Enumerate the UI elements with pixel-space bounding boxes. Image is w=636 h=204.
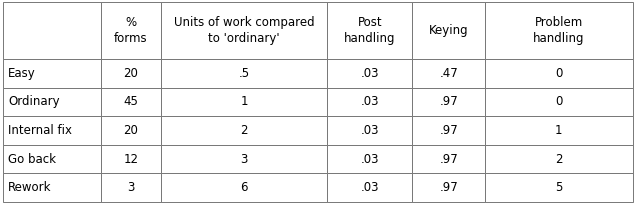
Bar <box>3 59 100 88</box>
Bar <box>328 2 413 59</box>
Text: 3: 3 <box>127 181 134 194</box>
Text: 1: 1 <box>555 124 563 137</box>
Bar <box>485 173 633 202</box>
Bar <box>3 145 100 173</box>
Text: Internal fix: Internal fix <box>8 124 73 137</box>
Bar <box>413 2 485 59</box>
Text: .03: .03 <box>361 95 379 108</box>
Text: 6: 6 <box>240 181 248 194</box>
Bar <box>100 116 160 145</box>
Bar <box>485 59 633 88</box>
Text: Post
handling: Post handling <box>344 16 396 45</box>
Bar <box>485 116 633 145</box>
Text: 1: 1 <box>240 95 248 108</box>
Bar <box>160 59 328 88</box>
Bar <box>3 173 100 202</box>
Text: Go back: Go back <box>8 153 56 166</box>
Text: Rework: Rework <box>8 181 52 194</box>
Bar <box>100 59 160 88</box>
Bar <box>3 2 100 59</box>
Text: 0: 0 <box>555 95 562 108</box>
Bar <box>328 145 413 173</box>
Bar <box>485 2 633 59</box>
Bar <box>328 59 413 88</box>
Bar <box>328 116 413 145</box>
Bar <box>100 145 160 173</box>
Bar <box>3 116 100 145</box>
Text: 12: 12 <box>123 153 138 166</box>
Bar <box>100 88 160 116</box>
Text: Easy: Easy <box>8 67 36 80</box>
Bar <box>160 88 328 116</box>
Text: Units of work compared
to 'ordinary': Units of work compared to 'ordinary' <box>174 16 314 45</box>
Text: 3: 3 <box>240 153 247 166</box>
Bar <box>160 2 328 59</box>
Text: .03: .03 <box>361 67 379 80</box>
Bar <box>328 88 413 116</box>
Text: Ordinary: Ordinary <box>8 95 60 108</box>
Bar <box>160 116 328 145</box>
Bar <box>413 145 485 173</box>
Text: .97: .97 <box>439 124 458 137</box>
Text: .97: .97 <box>439 95 458 108</box>
Bar <box>413 173 485 202</box>
Text: 2: 2 <box>240 124 248 137</box>
Text: 20: 20 <box>123 67 138 80</box>
Text: 2: 2 <box>555 153 563 166</box>
Bar <box>328 173 413 202</box>
Text: .97: .97 <box>439 181 458 194</box>
Bar <box>485 88 633 116</box>
Text: Keying: Keying <box>429 24 469 37</box>
Text: .03: .03 <box>361 153 379 166</box>
Bar <box>100 2 160 59</box>
Text: 20: 20 <box>123 124 138 137</box>
Text: 0: 0 <box>555 67 562 80</box>
Bar <box>160 145 328 173</box>
Bar <box>100 173 160 202</box>
Text: .03: .03 <box>361 181 379 194</box>
Text: .97: .97 <box>439 153 458 166</box>
Text: .03: .03 <box>361 124 379 137</box>
Text: .5: .5 <box>238 67 249 80</box>
Bar <box>485 145 633 173</box>
Bar <box>413 116 485 145</box>
Bar <box>413 88 485 116</box>
Text: .47: .47 <box>439 67 458 80</box>
Text: %
forms: % forms <box>114 16 148 45</box>
Text: Problem
handling: Problem handling <box>533 16 584 45</box>
Bar <box>413 59 485 88</box>
Bar <box>3 88 100 116</box>
Bar <box>160 173 328 202</box>
Text: 5: 5 <box>555 181 562 194</box>
Text: 45: 45 <box>123 95 138 108</box>
